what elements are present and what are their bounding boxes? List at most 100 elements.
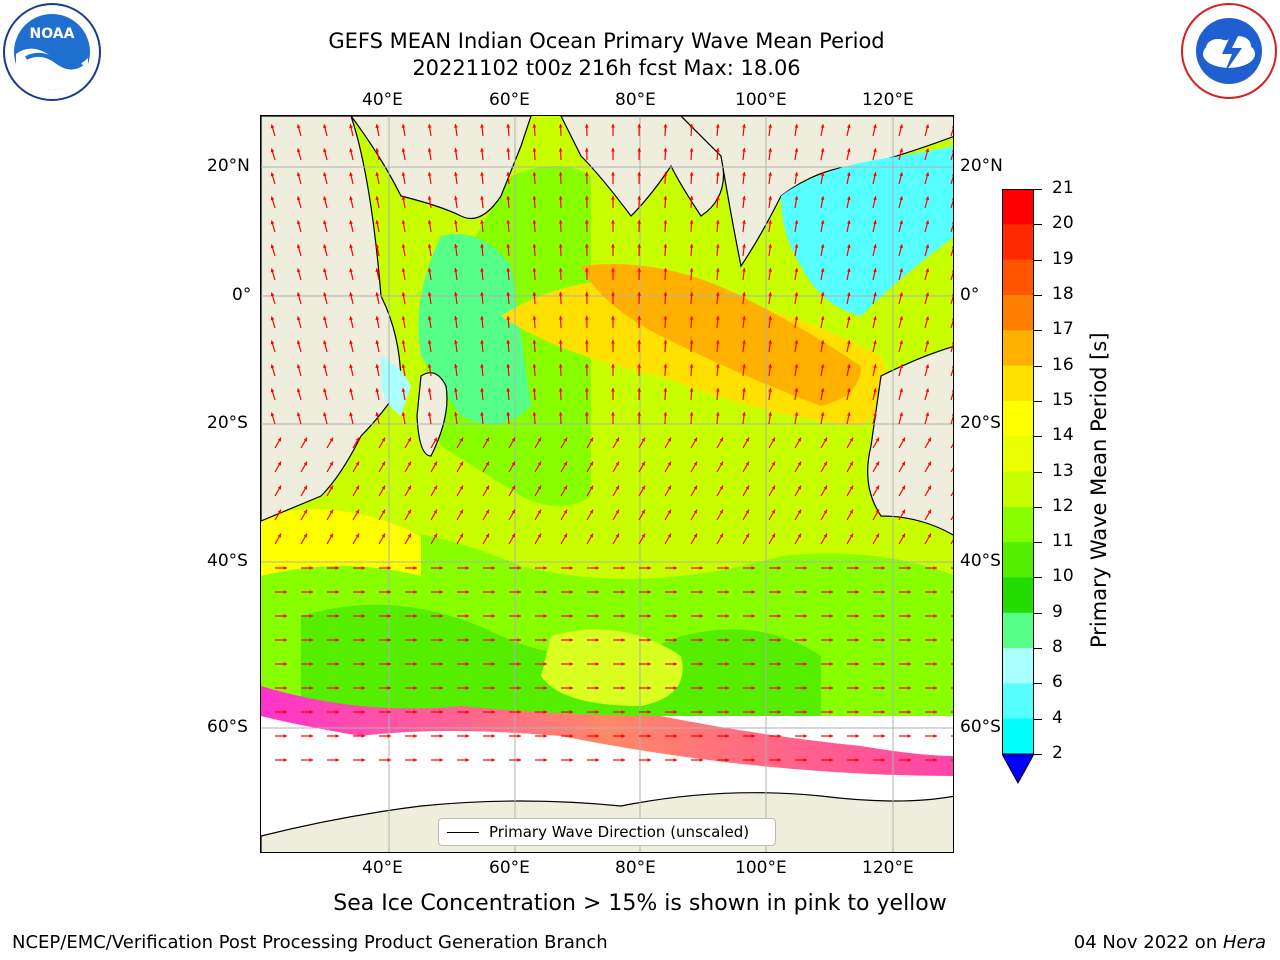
wave-arrow-head [296, 364, 301, 369]
wave-arrow-head [768, 220, 773, 224]
wave-arrow-head [543, 734, 547, 738]
wave-arrow-head [881, 662, 885, 666]
wave-arrow-head [387, 734, 391, 738]
wave-arrow-head [899, 124, 903, 129]
wave-arrow-head [725, 686, 729, 690]
wave-arrow-head [349, 316, 353, 321]
wave-arrow-head [283, 758, 287, 762]
wave-arrow-head [641, 485, 645, 490]
wave-arrow-head [933, 758, 937, 762]
wave-arrow-head [899, 412, 903, 417]
wave-arrow-head [846, 388, 851, 393]
wave-arrow-head [387, 566, 391, 570]
wave-arrow-head [641, 437, 645, 442]
wave-arrow-head [401, 340, 406, 344]
wave-arrow-head [375, 340, 380, 345]
wave-arrow-head [621, 590, 625, 594]
wave-arrow-head [693, 461, 697, 466]
wave-arrow-head [543, 686, 547, 690]
wave-arrow-head [933, 662, 937, 666]
lat-tick-left: 0° [232, 285, 252, 305]
wave-arrow-head [933, 734, 937, 738]
wave-arrow-head [611, 292, 615, 296]
wave-arrow-head [719, 461, 723, 466]
wave-arrow-head [907, 686, 911, 690]
wave-arrow-head [283, 590, 287, 594]
colorbar-tick-mark [1034, 683, 1042, 685]
wave-arrow-head [794, 316, 799, 320]
wave-arrow-head [846, 148, 851, 153]
wave-arrow-head [454, 124, 458, 128]
wave-arrow-head [820, 340, 825, 344]
wave-arrow-head [381, 533, 385, 538]
wave-arrow-head [361, 734, 365, 738]
wave-arrow-head [558, 292, 563, 296]
wave-arrow-head [375, 316, 380, 321]
wave-arrow-head [543, 638, 547, 642]
wave-arrow-head [663, 220, 668, 224]
land-madagascar [416, 372, 448, 457]
wave-arrow-head [517, 662, 521, 666]
wave-arrow-head [454, 364, 458, 368]
wave-arrow-head [829, 590, 833, 594]
colorbar-segment [1002, 683, 1034, 720]
wave-arrow-head [270, 412, 275, 417]
wave-arrow-head [846, 412, 851, 417]
wave-arrow-head [751, 686, 755, 690]
wave-arrow-head [794, 364, 799, 368]
wave-arrow-head [689, 172, 694, 176]
wave-arrow-head [427, 268, 432, 272]
colorbar-segment [1002, 189, 1034, 225]
wave-arrow-head [454, 220, 458, 224]
wave-arrow-head [742, 316, 746, 320]
wave-arrow-head [771, 509, 775, 514]
colorbar-tick-label: 18 [1052, 283, 1074, 304]
wave-arrow-head [803, 734, 807, 738]
noaa-logo-text: NOAA [30, 26, 75, 42]
wave-arrow-head [925, 316, 930, 321]
wave-arrow-head [777, 566, 781, 570]
wave-arrow-head [907, 638, 911, 642]
wave-arrow-head [283, 662, 287, 666]
wave-arrow-head [611, 196, 615, 200]
wave-arrow-head [517, 614, 521, 618]
wave-arrow-head [532, 292, 537, 296]
wave-arrow-head [951, 341, 953, 344]
wave-arrow [950, 199, 953, 209]
wave-arrow-head [413, 662, 417, 666]
wave-arrow-head [637, 220, 642, 224]
wave-arrow-head [925, 148, 930, 153]
wave-arrow-head [803, 566, 807, 570]
wave-arrow-head [689, 268, 694, 272]
land-australia [867, 345, 953, 536]
wave-arrow-head [401, 196, 406, 200]
wave-arrow-head [595, 590, 599, 594]
wave-arrow-head [335, 758, 339, 762]
wave-arrow-head [439, 614, 443, 618]
wave-arrow-head [401, 364, 406, 368]
wave-arrow-head [663, 148, 668, 152]
wave-arrow-head [433, 509, 437, 514]
wave-arrow-head [283, 710, 287, 714]
wave-arrow-head [584, 292, 589, 296]
wave-arrow-head [584, 340, 589, 344]
wave-arrow-head [283, 734, 287, 738]
wave-arrow-head [480, 268, 484, 272]
wave-arrow-head [517, 590, 521, 594]
wave-arrow-head [589, 509, 593, 514]
wave-arrow-head [846, 196, 851, 201]
wave-arrow-head [925, 244, 930, 249]
footer-host: Hera [1222, 932, 1266, 953]
colorbar-tick-mark [1034, 718, 1042, 720]
wave-arrow-head [270, 340, 275, 345]
wave-arrow-head [742, 388, 746, 392]
wave-arrow-head [270, 124, 275, 129]
wave-arrow-head [480, 340, 484, 344]
colorbar-segment [1002, 612, 1034, 649]
wave-arrow-head [615, 461, 619, 466]
wave-arrow-head [584, 316, 589, 320]
wave-arrow-head [584, 124, 589, 128]
wave-arrow-head [699, 614, 703, 618]
colorbar-outline [1002, 189, 1034, 755]
wave-arrow-head [907, 710, 911, 714]
